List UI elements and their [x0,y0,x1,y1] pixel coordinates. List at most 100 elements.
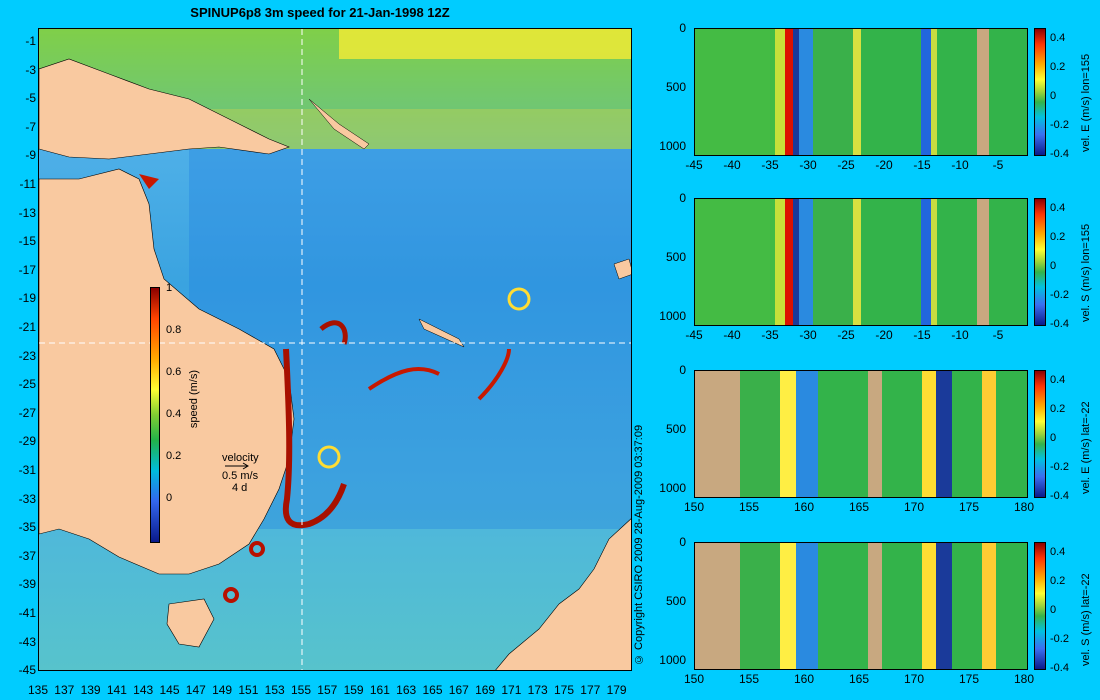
eddy-yellow-1 [317,445,341,469]
panel-colorbar-label: 0.2 [1050,403,1066,415]
speed-colorbar [150,287,160,543]
map-lat-tick: -45 [18,663,36,678]
section-panel [694,198,1028,326]
section-shade-band [695,371,740,497]
panel-depth-tick: 1000 [659,139,686,153]
speed-colorbar-title: speed (m/s) [188,370,200,429]
section-shade-band [868,371,882,497]
panel-x-tick: -5 [992,158,1004,172]
panel-colorbar [1034,28,1046,156]
section-shade-band [785,199,793,325]
map-lon-tick: 153 [264,683,285,697]
velocity-legend-time: 4 d [232,482,248,494]
panel-x-tick: -35 [761,328,779,342]
panel-x-tick: 165 [848,672,870,686]
map-lon-tick: 151 [238,683,259,697]
map-lat-tick: -35 [18,520,36,535]
section-shade-band [799,29,813,155]
section-shade-band [989,29,1027,155]
section-shade-band [818,371,868,497]
new-guinea-landmass [39,58,290,160]
panel-colorbar-label: -0.4 [1050,318,1069,330]
section-shade-band [695,543,740,669]
panel-colorbar [1034,542,1046,670]
panel-variable-label: vel. S (m/s) lon=155 [1080,223,1092,322]
section-shade-band [780,543,796,669]
velocity-legend: velocity 0.5 m/s 4 d [222,452,259,494]
section-shade-band [813,29,853,155]
panel-x-tick: -30 [799,328,817,342]
panel-depth-tick: 500 [665,80,686,94]
panel-x-tick: 150 [683,672,705,686]
section-panel [694,28,1028,156]
panel-x-tick: -20 [875,158,893,172]
panel-colorbar-label: -0.4 [1050,662,1069,674]
panel-x-tick: -40 [723,158,741,172]
panel-x-tick: 160 [793,500,815,514]
map-lat-tick: -1 [25,34,36,48]
map-lat-tick: -41 [18,606,36,620]
panel-x-tick: 160 [793,672,815,686]
map-lon-tick: 165 [422,683,443,697]
map-lon-tick: 175 [553,683,575,697]
map-lat-tick: -9 [25,148,36,163]
section-shade-band [853,29,861,155]
map-lat-tick: -3 [25,62,36,77]
panel-x-tick: 180 [1013,672,1035,686]
map-lon-tick: 145 [159,683,180,697]
section-shade-band [982,371,996,497]
section-shade-band [740,543,780,669]
section-shade-band [799,199,813,325]
section-shade-band [861,199,921,325]
panel-colorbar [1034,198,1046,326]
panel-x-tick: -5 [992,328,1004,342]
map-lon-tick: 161 [369,683,390,697]
panel-depth-tick: 0 [679,191,686,205]
panel-colorbar [1034,370,1046,498]
map-lat-tick: -15 [18,234,36,249]
panel-colorbar-label: 0.4 [1050,374,1066,386]
section-shade-band [740,371,780,497]
map-lon-tick: 157 [317,683,338,697]
speed-colorbar-label: 0.6 [166,366,182,378]
panel-x-tick: -20 [875,328,893,342]
east-australian-current [282,348,347,529]
speed-colorbar-label: 1 [166,282,173,294]
map-lat-tick: -5 [25,91,36,106]
speed-map [38,28,632,671]
section-shade-band [977,29,989,155]
section-shade-band [882,543,922,669]
map-lon-tick: 159 [343,683,364,697]
panel-colorbar-label: -0.2 [1050,289,1069,301]
map-graphics [39,29,631,670]
map-lat-tick: -39 [18,577,36,592]
panel-variable-label: vel. E (m/s) lat=-22 [1080,401,1092,494]
velocity-arrowhead [242,462,249,470]
map-lon-tick: 135 [27,683,49,697]
section-shade-band [952,543,982,669]
panel-colorbar-label: 0.4 [1050,202,1066,214]
section-shade-band [936,543,952,669]
panel-colorbar-label: -0.4 [1050,148,1069,160]
panel-x-tick: -10 [951,328,969,342]
section-shade-band [921,199,931,325]
panel-depth-tick: 1000 [659,481,686,495]
map-lon-tick: 149 [212,683,233,697]
section-shade-band [936,371,952,497]
section-shade-band [775,199,785,325]
panel-colorbar-label: 0 [1050,604,1057,616]
map-lon-tick: 139 [80,683,101,697]
section-shade-band [785,29,793,155]
eddy-east [367,367,440,391]
panel-x-tick: -15 [913,158,931,172]
torres-jet [139,174,159,189]
section-shade-band [813,199,853,325]
velocity-legend-title: velocity [222,452,259,464]
panel-x-tick: 175 [958,500,980,514]
map-lon-tick: 169 [475,683,496,697]
section-shade-band [882,371,922,497]
section-panel-graphics [695,29,1027,155]
figure-title: SPINUP6p8 3m speed for 21-Jan-1998 12Z [190,5,450,20]
section-shade-band [922,543,936,669]
panel-x-tick: -45 [685,328,703,342]
